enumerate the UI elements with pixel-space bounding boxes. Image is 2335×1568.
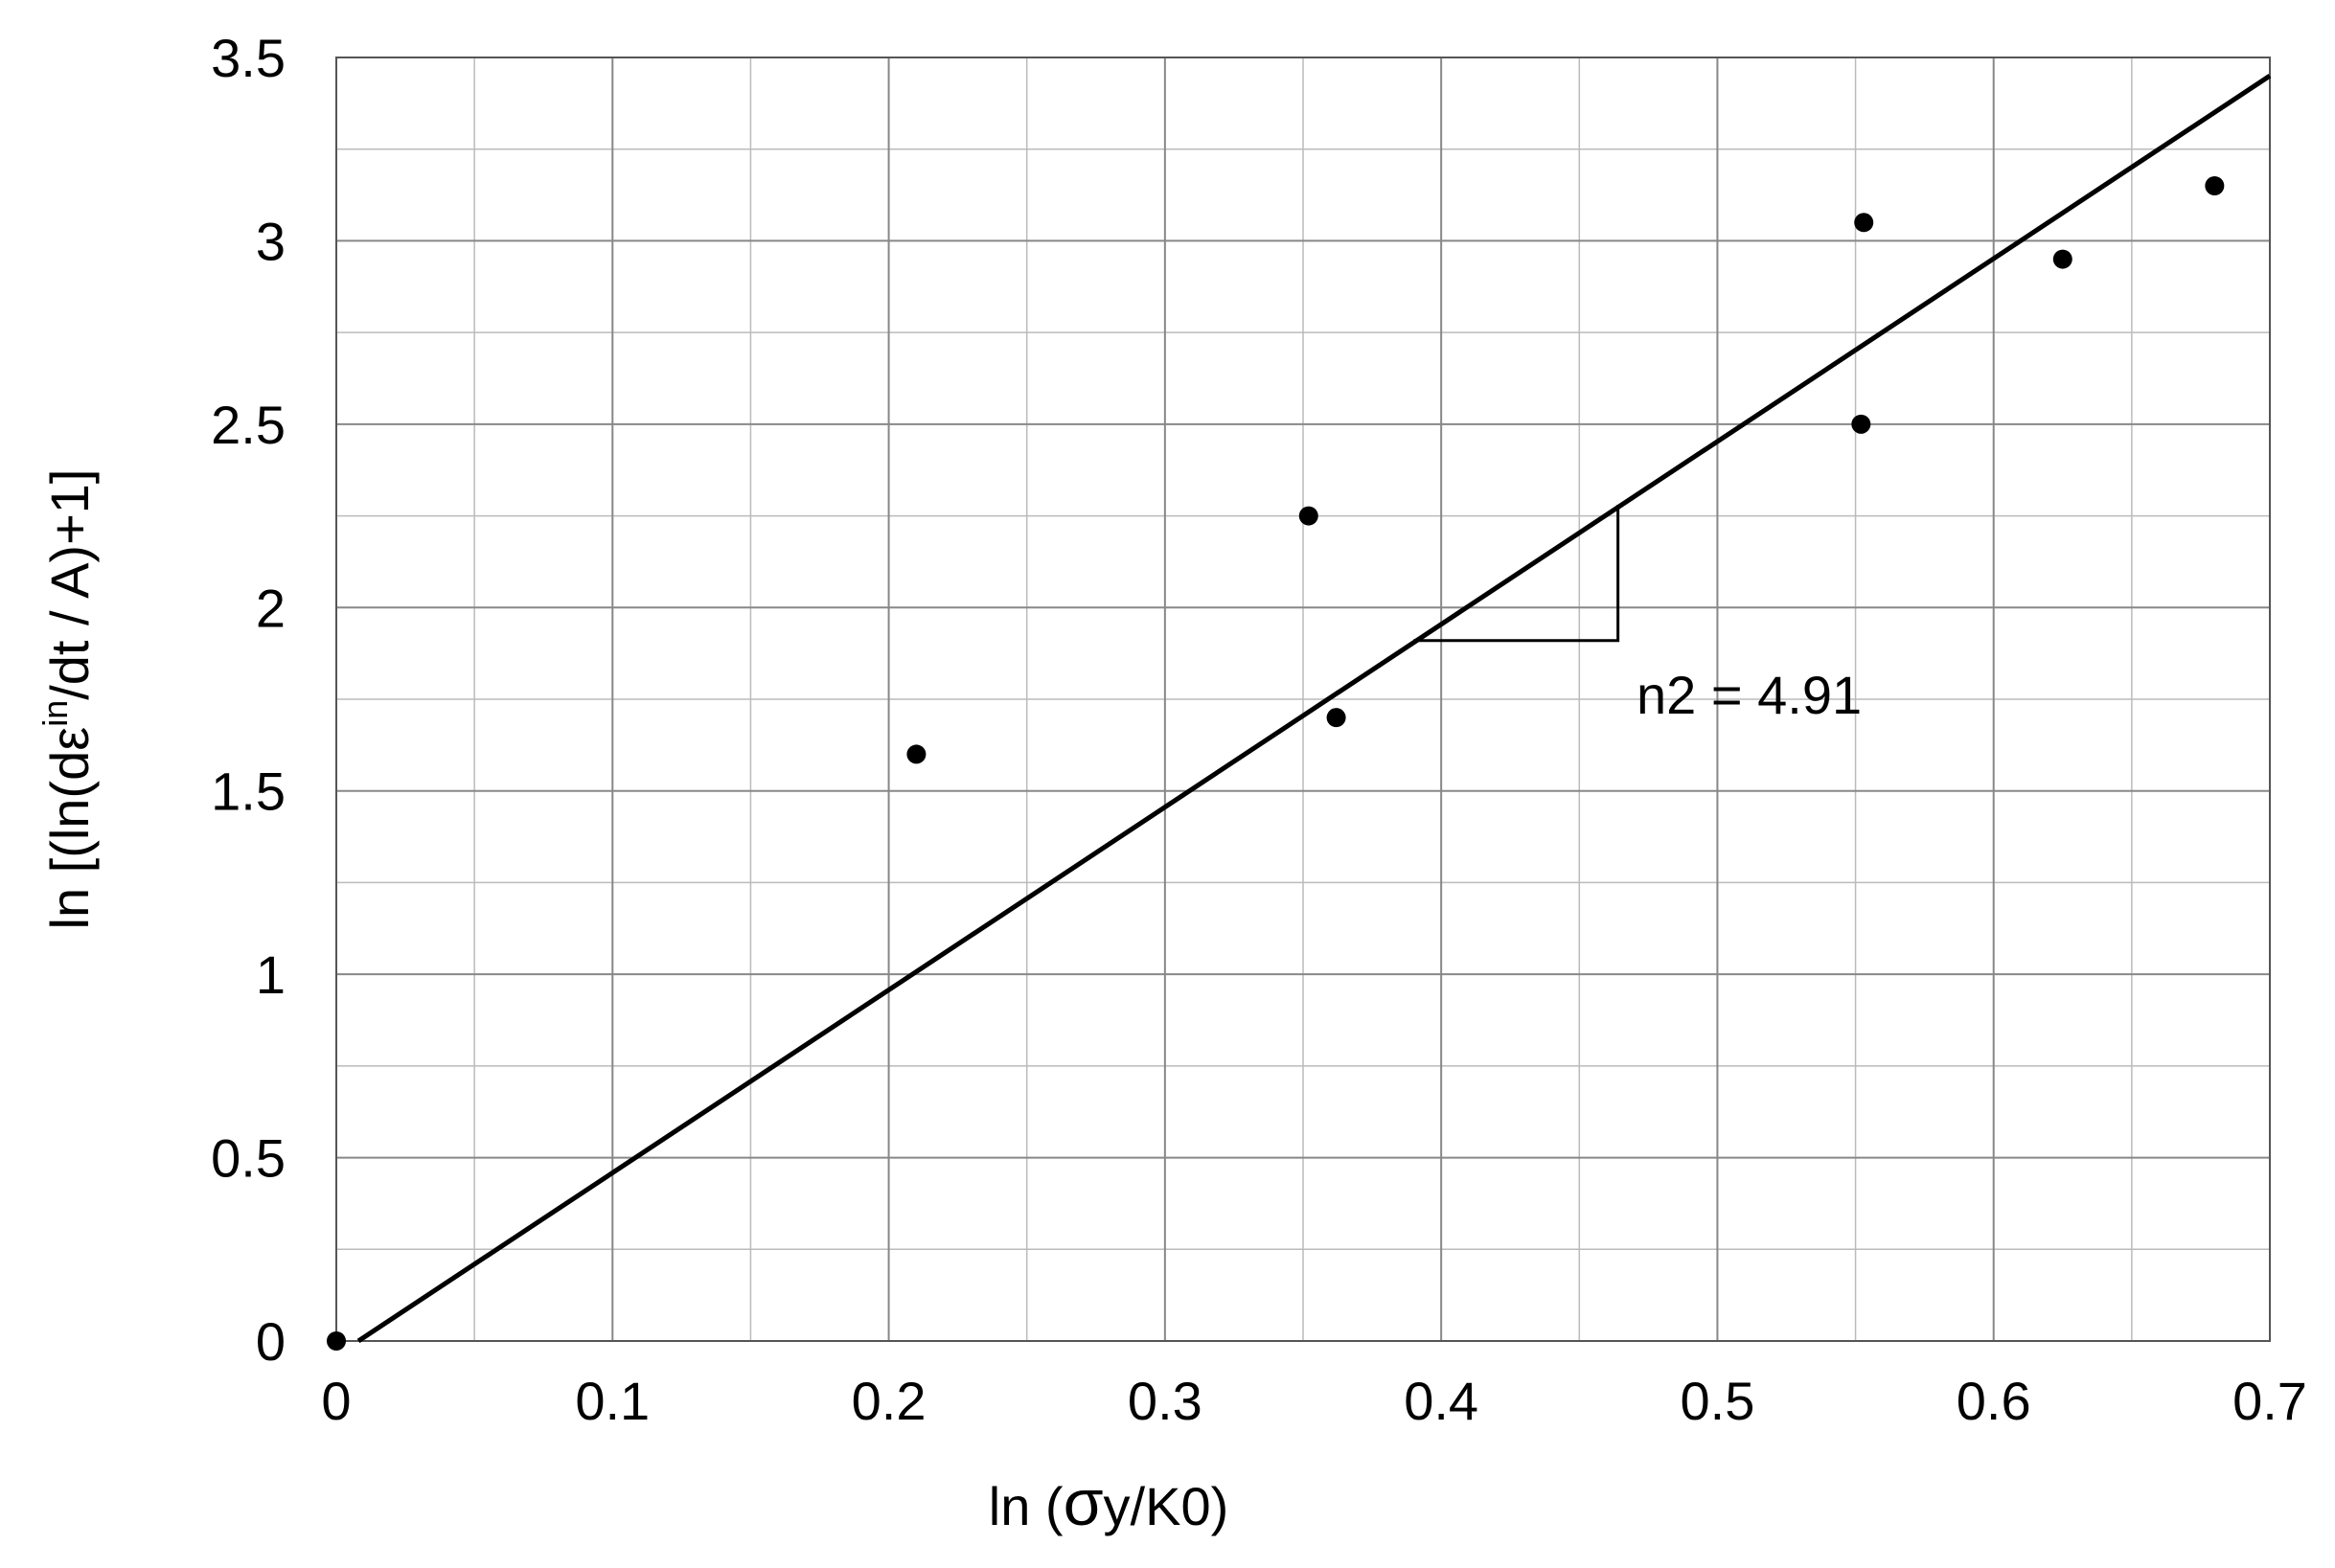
- x-axis-title-suffix: y/K0): [1104, 1476, 1229, 1536]
- data-point: [2205, 176, 2225, 195]
- y-tick-label: 3.5: [211, 28, 286, 88]
- y-tick-labels: 0 0.5 1 1.5 2 2.5 3 3.5: [211, 28, 286, 1372]
- y-tick-label: 2.5: [211, 395, 286, 455]
- data-point: [327, 1331, 346, 1351]
- y-tick-label: 1.5: [211, 761, 286, 822]
- y-axis-title: ln [(ln(dεin/dt / A)+1]: [35, 469, 100, 930]
- major-grid: [336, 57, 2270, 1341]
- slope-triangle: [1413, 505, 1620, 643]
- y-tick-label: 3: [256, 211, 286, 271]
- x-tick-label: 0.1: [575, 1371, 650, 1431]
- y-tick-label: 0: [256, 1311, 286, 1372]
- x-tick-labels: 0 0.1 0.2 0.3 0.4 0.5 0.6 0.7: [321, 1371, 2307, 1431]
- x-tick-label: 0.3: [1128, 1371, 1202, 1431]
- y-axis-title-superscript: in: [35, 700, 75, 727]
- y-axis-title-suffix: /dt / A)+1]: [39, 469, 100, 700]
- x-axis-title-sigma: σ: [1064, 1466, 1104, 1539]
- y-axis-title-prefix: ln [(ln(dε: [39, 727, 100, 930]
- y-tick-label: 1: [256, 944, 286, 1005]
- data-point: [1326, 708, 1346, 728]
- plot-frame: [335, 57, 2271, 1342]
- x-tick-label: 0.2: [852, 1371, 927, 1431]
- fit-line: [356, 74, 2272, 1344]
- x-tick-label: 0.4: [1404, 1371, 1478, 1431]
- y-tick-label: 0.5: [211, 1128, 286, 1189]
- y-tick-label: 2: [256, 578, 286, 638]
- x-tick-label: 0.7: [2232, 1371, 2307, 1431]
- data-point: [2052, 249, 2072, 269]
- data-point: [1298, 506, 1318, 526]
- data-points: [327, 176, 2225, 1351]
- slope-annotation: n2 = 4.91: [1637, 665, 1862, 725]
- data-point: [906, 744, 927, 764]
- x-tick-label: 0.6: [1957, 1371, 2031, 1431]
- data-point: [1854, 213, 1874, 233]
- x-tick-label: 0.5: [1680, 1371, 1754, 1431]
- data-point: [1851, 414, 1871, 434]
- minor-grid: [336, 57, 2270, 1341]
- x-axis-title: ln (σy/K0): [989, 1466, 1228, 1539]
- x-axis-title-prefix: ln (: [989, 1476, 1064, 1536]
- x-tick-label: 0: [321, 1371, 351, 1431]
